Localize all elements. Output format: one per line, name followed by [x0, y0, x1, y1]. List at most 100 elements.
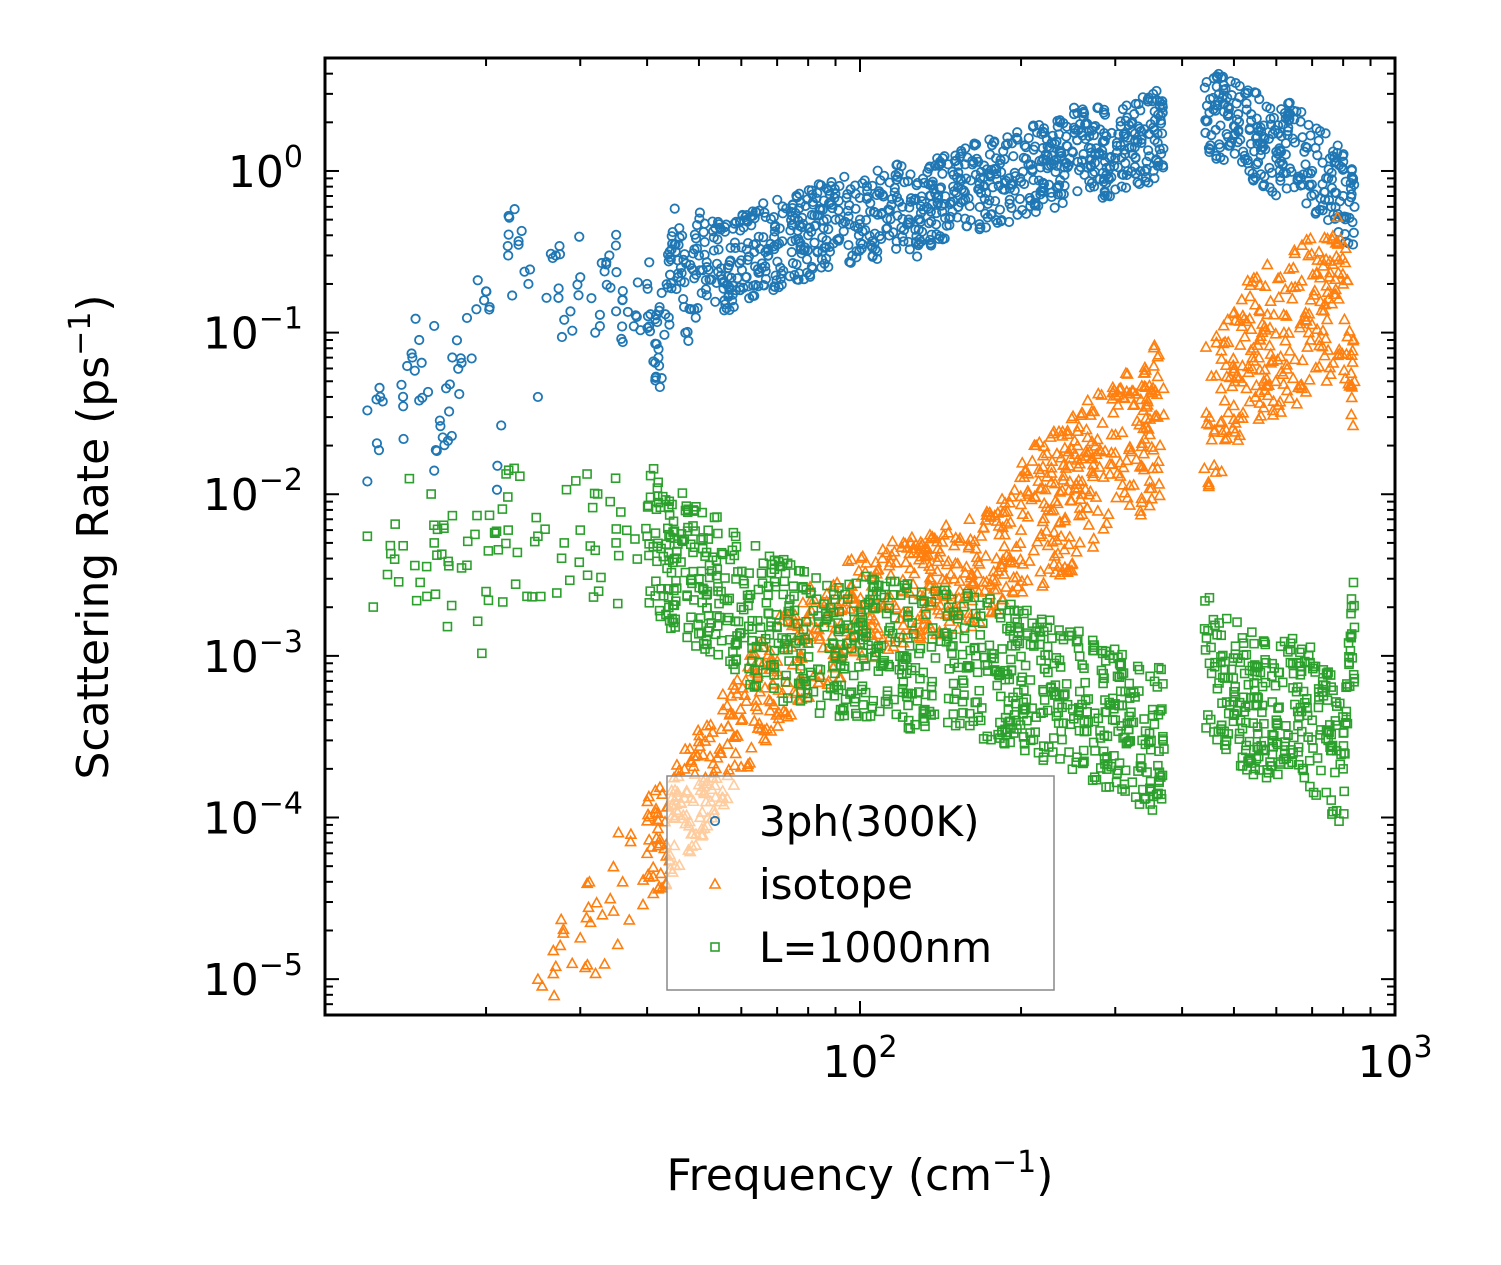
- triangle-point: [1040, 524, 1053, 536]
- square-point: [763, 581, 774, 591]
- triangle-point: [1014, 523, 1028, 535]
- triangle-point: [1111, 398, 1125, 410]
- square-point: [1074, 702, 1084, 713]
- square-point: [1218, 650, 1228, 661]
- triangle-point: [641, 794, 654, 807]
- square-point: [1339, 786, 1350, 797]
- triangle-point: [1143, 481, 1156, 494]
- square-point: [1060, 689, 1070, 699]
- square-point: [801, 584, 811, 595]
- triangle-point: [1071, 481, 1085, 493]
- circle-point: [715, 263, 727, 274]
- square-point: [914, 648, 924, 659]
- square-point: [808, 605, 819, 616]
- square-point: [432, 550, 442, 560]
- triangle-point: [1280, 383, 1294, 396]
- square-point: [920, 689, 931, 700]
- square-point: [1006, 665, 1017, 676]
- triangle-point: [607, 904, 620, 916]
- square-point: [1003, 705, 1014, 715]
- triangle-point: [1086, 458, 1100, 470]
- series-layer: [362, 68, 1361, 1001]
- square-point: [1049, 658, 1060, 669]
- circle-point: [839, 171, 850, 182]
- circle-point: [492, 460, 503, 471]
- triangle-point: [1328, 272, 1342, 284]
- square-point: [1292, 706, 1303, 717]
- circle-point: [480, 286, 492, 297]
- square-point: [1339, 748, 1349, 758]
- circle-point: [611, 306, 622, 317]
- triangle-point: [930, 564, 944, 577]
- square-point: [1083, 694, 1094, 704]
- square-point: [605, 496, 615, 507]
- circle-point: [1039, 127, 1050, 138]
- triangle-point: [1221, 335, 1235, 348]
- circle-point: [656, 373, 667, 384]
- circle-point: [1141, 163, 1152, 175]
- square-point: [957, 675, 968, 686]
- triangle-point: [720, 698, 734, 711]
- triangle-point: [1081, 393, 1095, 406]
- triangle-point: [931, 542, 945, 554]
- triangle-point: [698, 734, 712, 746]
- square-point: [921, 609, 931, 620]
- circle-point: [1268, 112, 1280, 124]
- triangle-point: [1219, 358, 1233, 370]
- square-point: [801, 616, 811, 627]
- triangle-point: [1277, 308, 1291, 320]
- triangle-point: [603, 892, 617, 904]
- triangle-point: [651, 821, 665, 834]
- square-point: [1021, 694, 1032, 705]
- triangle-point: [1291, 380, 1305, 393]
- square-point: [1216, 630, 1227, 641]
- square-point: [533, 531, 543, 542]
- circle-point: [466, 353, 477, 364]
- square-point: [795, 696, 806, 706]
- square-point: [527, 592, 537, 602]
- triangle-point: [1055, 483, 1069, 496]
- square-point: [1293, 720, 1303, 731]
- triangle-point: [1001, 504, 1014, 517]
- triangle-point: [1332, 253, 1346, 265]
- triangle-point: [583, 875, 596, 887]
- triangle-point: [1236, 359, 1249, 371]
- circle-point: [371, 438, 383, 449]
- square-point: [559, 538, 570, 548]
- y-tick-label: 10−2: [203, 463, 303, 521]
- circle-point: [1295, 116, 1306, 127]
- triangle-point: [974, 529, 988, 541]
- triangle-point: [1214, 381, 1228, 394]
- triangle-point: [1103, 457, 1117, 469]
- square-point: [1051, 711, 1062, 721]
- triangle-point: [1010, 570, 1024, 582]
- square-point: [963, 591, 973, 601]
- square-point: [975, 630, 986, 640]
- triangle-point: [728, 758, 742, 771]
- square-point: [655, 611, 666, 622]
- square-point: [1102, 759, 1113, 770]
- square-point: [750, 541, 761, 551]
- triangle-point: [1340, 273, 1354, 285]
- circle-point: [1200, 115, 1211, 126]
- circle-point: [883, 205, 894, 216]
- triangle-point: [1147, 359, 1161, 371]
- circle-point: [890, 169, 901, 181]
- circle-point: [1052, 115, 1063, 127]
- square-point: [1232, 653, 1243, 664]
- triangle-point: [1207, 458, 1221, 471]
- triangle-point: [880, 545, 894, 558]
- circle-point: [758, 232, 769, 243]
- circle-point: [1242, 158, 1254, 169]
- circle-point: [998, 146, 1009, 157]
- circle-point: [611, 267, 622, 278]
- square-point: [946, 594, 957, 605]
- square-point: [682, 526, 693, 536]
- square-point: [611, 524, 622, 534]
- triangle-point: [1299, 313, 1312, 325]
- circle-point: [396, 379, 407, 390]
- square-point: [483, 546, 494, 556]
- circle-point: [601, 259, 612, 270]
- circle-point: [519, 266, 530, 277]
- square-point: [611, 538, 621, 548]
